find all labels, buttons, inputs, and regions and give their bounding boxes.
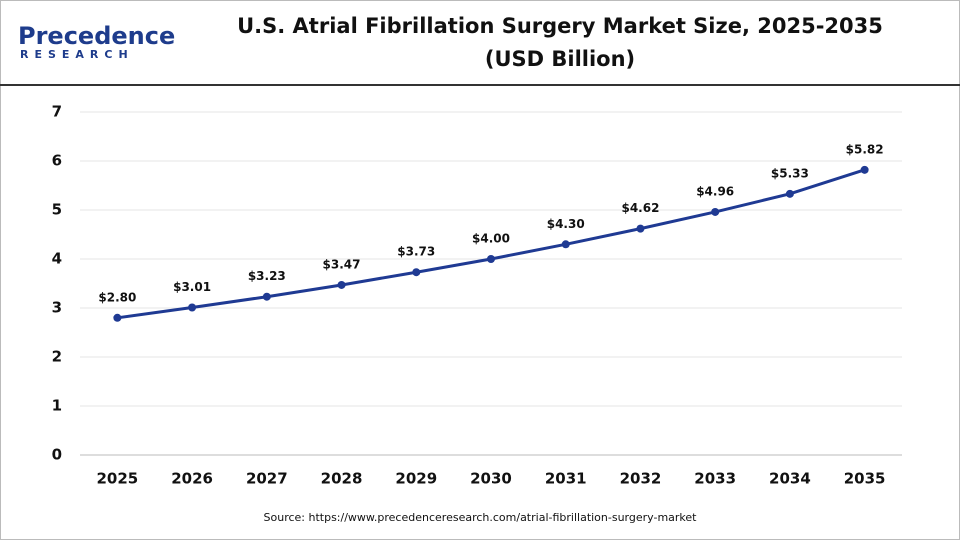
x-tick-label: 2031 xyxy=(545,470,587,488)
point xyxy=(337,280,346,289)
x-tick-label: 2029 xyxy=(395,470,437,488)
y-tick-label: 4 xyxy=(52,250,62,268)
y-tick-label: 2 xyxy=(52,348,62,366)
value-label: $2.80 xyxy=(98,290,136,304)
point xyxy=(262,292,271,301)
value-label: $4.00 xyxy=(472,232,510,246)
x-tick-label: 2035 xyxy=(844,470,886,488)
point xyxy=(785,189,794,198)
point xyxy=(487,255,495,263)
y-tick-label: 0 xyxy=(52,446,62,464)
x-tick-label: 2025 xyxy=(96,470,138,488)
source: Source: https://www.precedenceresearch.c… xyxy=(264,511,698,524)
y-tick-label: 5 xyxy=(52,201,62,219)
value-label: $4.62 xyxy=(621,201,659,215)
x-tick-label: 2032 xyxy=(620,470,662,488)
value-label: $4.30 xyxy=(547,217,585,231)
point xyxy=(412,268,421,277)
chart-title: U.S. Atrial Fibrillation Surgery Market … xyxy=(237,14,883,38)
value-label: $3.01 xyxy=(173,280,211,294)
x-tick-label: 2026 xyxy=(171,470,213,488)
value-label: $5.82 xyxy=(846,142,884,156)
value-label: $4.96 xyxy=(696,184,734,198)
point xyxy=(113,313,122,322)
x-tick-label: 2027 xyxy=(246,470,288,488)
point xyxy=(188,303,197,312)
value-label: $3.47 xyxy=(323,257,361,271)
value-label: $3.23 xyxy=(248,269,286,283)
x-tick-label: 2034 xyxy=(769,470,811,488)
x-tick-label: 2030 xyxy=(470,470,512,488)
y-tick-label: 7 xyxy=(52,103,62,121)
y-tick-label: 3 xyxy=(52,299,62,317)
point xyxy=(860,165,869,174)
chart-subtitle: (USD Billion) xyxy=(485,47,635,71)
point xyxy=(561,240,570,249)
y-tick-label: 6 xyxy=(52,152,62,170)
logo-tagline: RESEARCH xyxy=(20,48,134,61)
point xyxy=(636,224,645,233)
value-label: $5.33 xyxy=(771,166,809,180)
y-tick-label: 1 xyxy=(52,397,62,415)
point xyxy=(711,207,720,216)
logo-name: Precedence xyxy=(18,22,175,50)
x-tick-label: 2033 xyxy=(694,470,736,488)
x-tick-label: 2028 xyxy=(321,470,363,488)
value-label: $3.73 xyxy=(397,245,435,259)
